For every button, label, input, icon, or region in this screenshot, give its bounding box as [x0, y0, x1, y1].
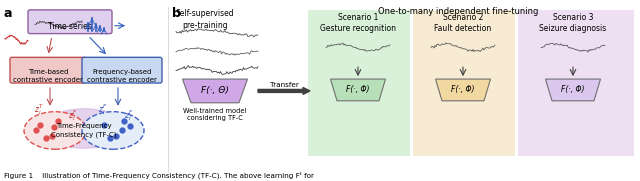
FancyBboxPatch shape [413, 10, 515, 156]
Text: F(·, Φ): F(·, Φ) [451, 85, 475, 94]
Text: F(·, Φ): F(·, Φ) [346, 85, 370, 94]
Text: Figure 1    Illustration of Time-Frequency Consistency (TF-C). The above learnin: Figure 1 Illustration of Time-Frequency … [4, 172, 314, 180]
FancyBboxPatch shape [28, 10, 112, 34]
Text: Scenario 1
Gesture recognition: Scenario 1 Gesture recognition [320, 13, 396, 33]
Text: Scenario 2
Fault detection: Scenario 2 Fault detection [435, 13, 492, 33]
Text: Transfer: Transfer [269, 82, 298, 88]
Text: One-to-many independent fine-tuning: One-to-many independent fine-tuning [378, 7, 538, 16]
Text: Time-Frequency
Consistency (TF-C): Time-Frequency Consistency (TF-C) [51, 123, 116, 138]
Text: a: a [4, 7, 13, 20]
Polygon shape [182, 79, 248, 103]
Text: Scenario 3
Seizure diagnosis: Scenario 3 Seizure diagnosis [540, 13, 607, 33]
Text: $z_i^F$: $z_i^F$ [98, 102, 108, 117]
Text: $z_i^T$: $z_i^T$ [34, 102, 44, 117]
FancyBboxPatch shape [10, 57, 86, 83]
Text: Frequency-based
contrastive encoder: Frequency-based contrastive encoder [87, 69, 157, 83]
Ellipse shape [82, 112, 144, 149]
Text: Well-trained model
considering TF-C: Well-trained model considering TF-C [183, 108, 246, 121]
Text: Time-based
contrastive encoder: Time-based contrastive encoder [13, 69, 83, 83]
FancyArrow shape [258, 87, 310, 94]
Polygon shape [545, 79, 600, 101]
Text: F(·, Φ): F(·, Φ) [561, 85, 585, 94]
FancyBboxPatch shape [308, 10, 410, 156]
Polygon shape [330, 79, 385, 101]
Text: $z_i^F$: $z_i^F$ [124, 108, 134, 123]
Ellipse shape [24, 112, 86, 149]
FancyBboxPatch shape [82, 57, 162, 83]
Text: Self-supervised
pre-training: Self-supervised pre-training [176, 9, 234, 30]
Text: Time series: Time series [48, 22, 92, 31]
Ellipse shape [43, 109, 125, 148]
Text: F(·, Θ): F(·, Θ) [201, 87, 229, 95]
Polygon shape [435, 79, 490, 101]
FancyBboxPatch shape [518, 10, 634, 156]
Text: $z_i^F$: $z_i^F$ [68, 108, 77, 123]
Text: b: b [172, 7, 181, 20]
